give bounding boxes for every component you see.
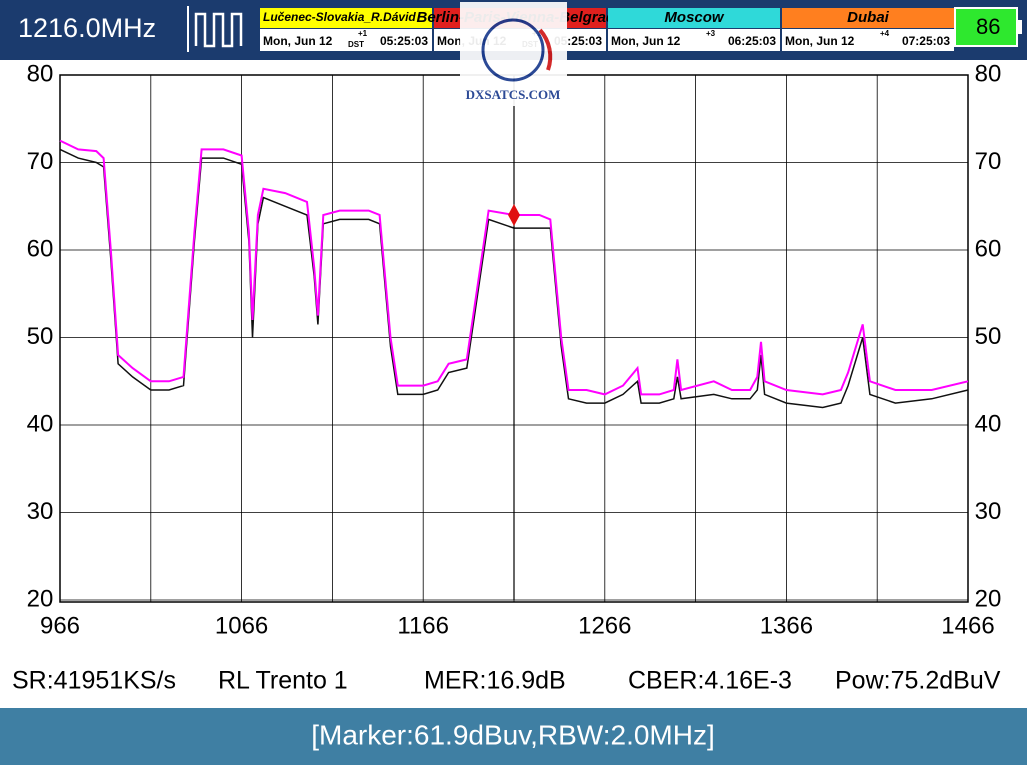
y-tick-label: 50 [27, 323, 54, 350]
clock-dst: DST [348, 40, 364, 49]
stat: CBER:4.16E-3 [628, 667, 792, 695]
y-tick-label-right: 50 [975, 323, 1002, 350]
battery-level: 86 [976, 14, 1000, 39]
clock-offset: +1 [358, 29, 368, 38]
logo-dish [481, 18, 545, 82]
status-text: [Marker:61.9dBuv,RBW:2.0MHz] [311, 719, 715, 750]
y-tick-label-right: 60 [975, 235, 1002, 262]
x-tick-label: 966 [40, 612, 80, 639]
status-bar [0, 708, 1027, 765]
stat: Pow:75.2dBuV [835, 667, 1001, 695]
clock-time: 05:25:03 [380, 34, 428, 48]
clock-date: Mon, Jun 12 [785, 34, 855, 48]
clock-title-bg [260, 8, 432, 28]
marker [508, 204, 520, 226]
y-tick-label-right: 40 [975, 410, 1002, 437]
trace [59, 139, 969, 396]
clock-title-bg [782, 8, 954, 28]
y-tick-label: 30 [27, 498, 54, 525]
clock-date: Mon, Jun 12 [263, 34, 333, 48]
y-tick-label-right: 20 [975, 585, 1002, 612]
y-tick-label: 60 [27, 235, 54, 262]
logo: DXSATCS.COM [460, 2, 567, 106]
clock-time-bg [782, 29, 954, 51]
logo-wave [538, 28, 553, 71]
stat: MER:16.9dB [424, 667, 566, 695]
clock-time: 06:25:03 [728, 34, 776, 48]
y-tick-label: 80 [27, 60, 54, 87]
stat: RL Trento 1 [218, 667, 348, 695]
clock-time-bg [260, 29, 432, 51]
clock-time: 07:25:03 [902, 34, 950, 48]
clock-title-bg [608, 8, 780, 28]
battery-tip [1017, 20, 1022, 34]
pulse-icon [194, 12, 243, 48]
stat: SR:41951KS/s [12, 667, 176, 695]
y-tick-label-right: 70 [975, 148, 1002, 175]
clock-city: Moscow [664, 9, 725, 26]
clock-city: Dubai [847, 9, 890, 26]
logo-text: DXSATCS.COM [466, 87, 561, 102]
y-tick-label-right: 80 [975, 60, 1002, 87]
clock-offset: +4 [880, 29, 890, 38]
clock-offset: +3 [706, 29, 716, 38]
x-tick-label: 1266 [578, 612, 631, 639]
y-tick-label-right: 30 [975, 498, 1002, 525]
clock-date: Mon, Jun 12 [611, 34, 681, 48]
frequency: 1216.0MHz [18, 13, 156, 43]
x-tick-label: 1166 [397, 612, 449, 639]
x-tick-label: 1066 [215, 612, 268, 639]
x-tick-label: 1466 [941, 612, 994, 639]
y-tick-label: 20 [27, 585, 54, 612]
clock-city: Lučenec-Slovakia_R.Dávid [263, 10, 416, 24]
battery [954, 7, 1018, 47]
y-tick-label: 70 [27, 148, 54, 175]
clock-time-bg [608, 29, 780, 51]
y-tick-label: 40 [27, 410, 54, 437]
x-tick-label: 1366 [760, 612, 813, 639]
